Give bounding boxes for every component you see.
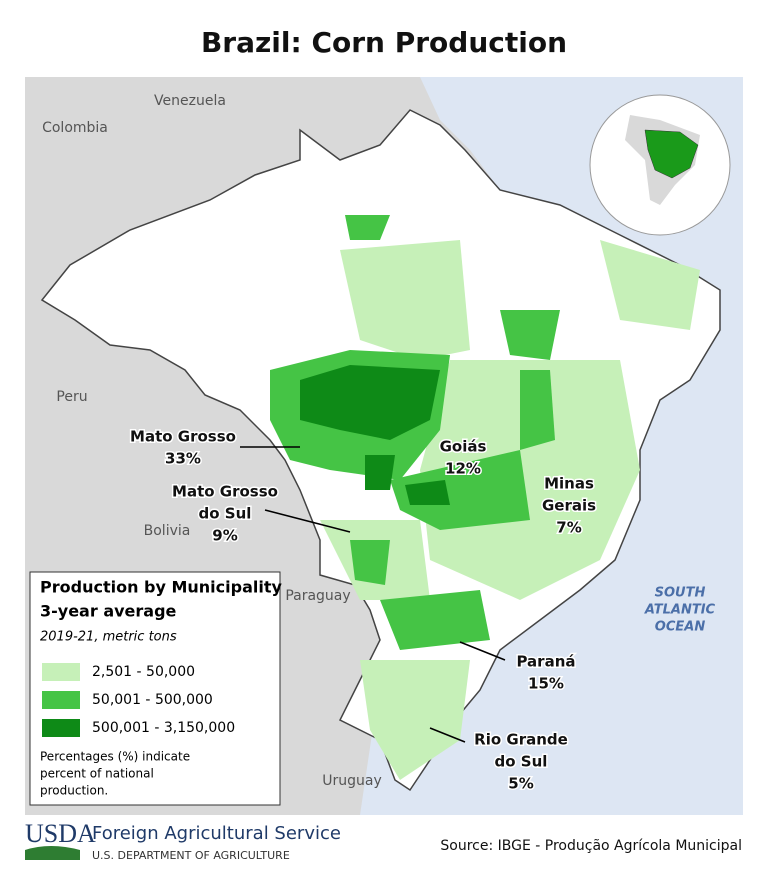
state-name: Rio Grande <box>474 731 568 749</box>
legend-swatch <box>42 663 80 681</box>
state-share: 5% <box>508 775 533 793</box>
state-share: 9% <box>212 527 237 545</box>
country-label: Uruguay <box>322 773 382 789</box>
leader <box>429 727 466 743</box>
legend-label: 50,001 - 500,000 <box>92 692 213 708</box>
legend-title: Production by Municipality <box>40 578 283 597</box>
state-labels: Mato Grosso 33% Goiás 12% Minas Gerais 7% Mato … <box>129 426 598 794</box>
area <box>380 590 490 650</box>
country-label: Peru <box>56 389 87 405</box>
state-share: 33% <box>165 450 201 468</box>
leader-lines <box>240 446 506 743</box>
source: Source: IBGE - Produção Agrícola Municip… <box>440 838 742 854</box>
state-name: Goiás <box>440 438 487 456</box>
area <box>520 370 555 450</box>
legend-label: 500,001 - 3,150,000 <box>92 720 235 736</box>
ocean-line: OCEAN <box>655 620 706 635</box>
legend-label: 2,501 - 50,000 <box>92 664 195 680</box>
state-share: 12% <box>445 460 481 478</box>
area <box>405 480 450 505</box>
state-name: Mato Grosso <box>130 428 236 446</box>
state-name: Gerais <box>542 497 596 515</box>
state-share: 15% <box>528 675 564 693</box>
country-label: Bolivia <box>144 523 191 539</box>
legend-note: Percentages (%) indicate <box>40 750 190 764</box>
logo-mark <box>25 846 80 860</box>
state-name: Paraná <box>516 653 575 671</box>
leader <box>459 641 506 661</box>
area <box>365 455 395 490</box>
agency: Foreign Agricultural Service <box>92 823 341 844</box>
title: Brazil: Corn Production <box>201 26 567 59</box>
globe-brazil <box>644 129 699 179</box>
legend-box <box>29 571 281 806</box>
country-label: Colombia <box>42 120 108 136</box>
legend-note: production. <box>40 784 108 798</box>
state-name: Minas <box>544 475 594 493</box>
state-name: do Sul <box>495 753 548 771</box>
logo: USDA <box>25 819 96 848</box>
legend-swatch <box>42 719 80 737</box>
country-label: Venezuela <box>154 93 226 109</box>
area <box>360 660 470 780</box>
area <box>390 450 530 530</box>
ocean-line: SOUTH <box>655 586 706 601</box>
country-label: Paraguay <box>285 588 350 604</box>
state-name: Mato Grosso <box>172 483 278 501</box>
legend-subtitle: 2019-21, metric tons <box>40 630 177 645</box>
ocean-label: SOUTH ATLANTIC OCEAN <box>644 586 716 635</box>
area <box>350 540 390 585</box>
area <box>300 365 440 440</box>
area <box>600 240 700 330</box>
area <box>340 240 470 360</box>
department: U.S. DEPARTMENT OF AGRICULTURE <box>92 849 290 862</box>
legend: Production by Municipality 3-year average… <box>40 578 283 798</box>
area <box>500 310 560 360</box>
production-areas <box>270 215 700 780</box>
ocean-line: ATLANTIC <box>644 603 716 618</box>
legend-note: percent of national <box>40 767 154 781</box>
area <box>420 360 640 600</box>
state-share: 7% <box>556 519 581 537</box>
legend-title: 3-year average <box>40 602 177 621</box>
state-name: do Sul <box>199 505 252 523</box>
area <box>345 215 390 240</box>
leader <box>264 509 351 533</box>
legend-swatch <box>42 691 80 709</box>
locator-globe <box>589 94 731 236</box>
